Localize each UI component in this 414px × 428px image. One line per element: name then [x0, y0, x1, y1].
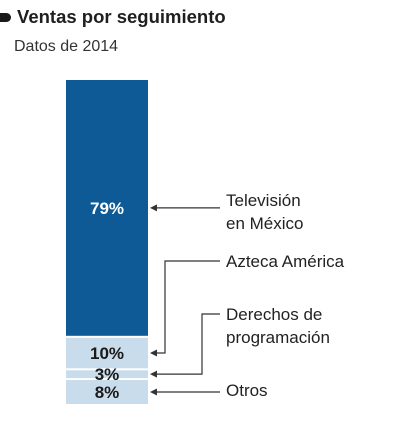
data-label-otros: 8% [95, 383, 120, 402]
leader-line-derechos-de-programacion [156, 313, 220, 375]
leader-arrow-azteca-america [150, 349, 157, 357]
category-label-derechos-de-programacion-line-1: Derechos de [226, 305, 322, 324]
category-label-azteca-america: Azteca América [226, 252, 345, 271]
chart-subtitle: Datos de 2014 [14, 38, 119, 55]
leader-arrow-television-en-mexico [150, 204, 157, 212]
bar-segment-television-en-mexico [66, 80, 148, 336]
category-label-television-en-mexico-line-2: en México [226, 214, 303, 233]
data-label-derechos-de-programacion: 3% [95, 365, 120, 384]
leader-line-azteca-america [156, 260, 220, 354]
title-bullet-icon [0, 13, 11, 22]
leader-arrow-derechos-de-programacion [150, 370, 157, 378]
bar-segment-derechos-de-programacion [66, 370, 148, 379]
bar-segment-azteca-america [66, 337, 148, 369]
bar-segment-otros [66, 380, 148, 404]
chart-title: Ventas por seguimiento [17, 6, 226, 27]
category-label-television-en-mexico-line-1: Televisión [226, 191, 301, 210]
category-label-otros: Otros [226, 381, 268, 400]
leader-arrow-otros [150, 388, 157, 396]
data-label-television-en-mexico: 79% [90, 199, 124, 218]
category-label-derechos-de-programacion-line-2: programación [226, 328, 330, 347]
data-label-azteca-america: 10% [90, 344, 124, 363]
